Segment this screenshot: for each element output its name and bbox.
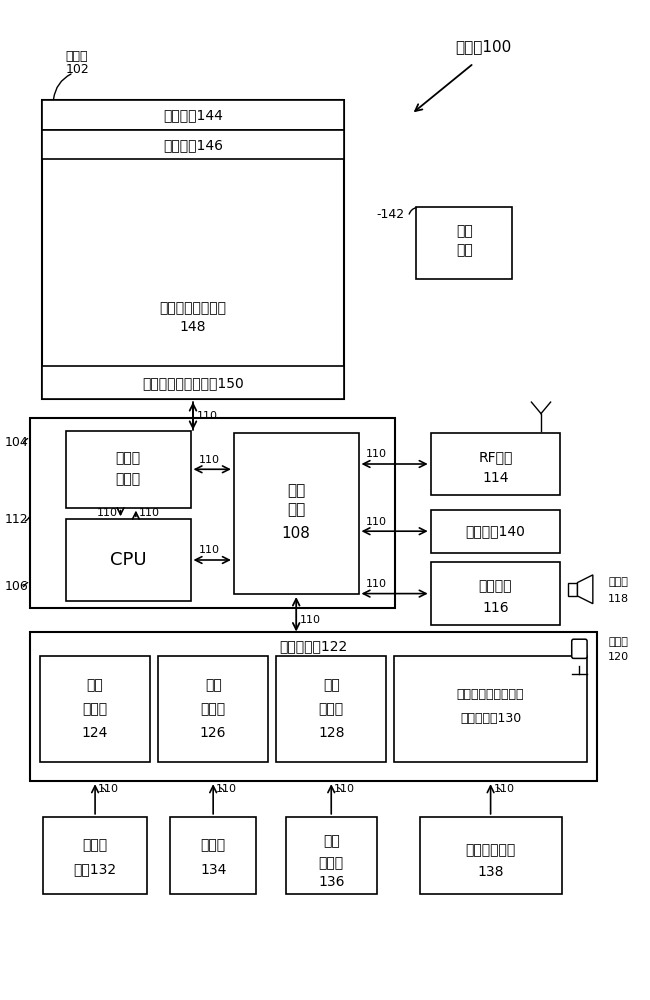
Text: 系统: 系统	[456, 243, 473, 257]
FancyBboxPatch shape	[572, 639, 587, 658]
Bar	[66, 519, 190, 601]
Text: 110: 110	[200, 455, 220, 465]
Bar	[416, 207, 512, 279]
Bar	[42, 130, 345, 159]
Text: 120: 120	[608, 652, 629, 662]
Text: 134: 134	[200, 863, 226, 877]
Text: 控制器: 控制器	[116, 472, 141, 486]
Bar	[394, 656, 587, 762]
Text: 触觉: 触觉	[323, 678, 339, 692]
Text: 外设: 外设	[287, 483, 306, 498]
Text: 存储器: 存储器	[66, 50, 88, 63]
Text: 108: 108	[281, 526, 311, 541]
Bar	[170, 817, 256, 894]
Bar	[40, 656, 150, 762]
Text: 控制器: 控制器	[318, 702, 344, 716]
Text: 110: 110	[216, 784, 237, 794]
Text: 110: 110	[365, 579, 386, 589]
Text: 114: 114	[482, 471, 509, 485]
Text: 128: 128	[318, 726, 344, 740]
Bar	[276, 656, 387, 762]
Text: 机器人100: 机器人100	[455, 39, 512, 54]
Text: 124: 124	[82, 726, 109, 740]
Text: 姿态传: 姿态传	[83, 839, 108, 853]
Bar	[42, 100, 345, 130]
Text: 接口: 接口	[287, 502, 306, 517]
Text: 112: 112	[5, 513, 29, 526]
Bar	[42, 366, 345, 399]
Text: 触觉: 触觉	[323, 834, 339, 848]
Text: 110: 110	[493, 784, 515, 794]
Bar	[158, 656, 268, 762]
Bar	[31, 632, 597, 781]
Bar	[44, 817, 147, 894]
Text: 存储器: 存储器	[116, 451, 141, 465]
Text: CPU: CPU	[110, 551, 146, 569]
Text: 148: 148	[180, 320, 206, 334]
Text: 126: 126	[200, 726, 226, 740]
Text: 音频电路: 音频电路	[478, 579, 512, 593]
Text: 110: 110	[197, 411, 218, 421]
Text: 感知子系统122: 感知子系统122	[280, 639, 348, 653]
Text: RF电路: RF电路	[478, 450, 513, 464]
Text: 138: 138	[477, 865, 504, 879]
Text: 传感器: 传感器	[318, 856, 344, 870]
Text: 106: 106	[5, 580, 29, 593]
Text: 102: 102	[66, 63, 90, 76]
Text: 一个或多个其他感知: 一个或多个其他感知	[457, 688, 525, 701]
Text: 装置控制器130: 装置控制器130	[460, 712, 521, 725]
Text: 110: 110	[365, 517, 386, 527]
Bar	[430, 510, 560, 553]
Bar	[285, 817, 377, 894]
Bar	[234, 433, 359, 594]
Text: 电源: 电源	[456, 224, 473, 238]
Text: 110: 110	[365, 449, 386, 459]
Bar	[419, 817, 562, 894]
Text: 感器132: 感器132	[73, 863, 116, 877]
Text: 116: 116	[482, 601, 509, 615]
Text: 摄像机: 摄像机	[201, 839, 226, 853]
Text: 视觉: 视觉	[205, 678, 222, 692]
Text: 姿态: 姿态	[86, 678, 103, 692]
Text: 136: 136	[318, 875, 344, 889]
Bar	[568, 583, 577, 596]
Text: 110: 110	[98, 784, 119, 794]
Text: 通信模块146: 通信模块146	[163, 138, 223, 152]
Polygon shape	[577, 575, 593, 604]
Bar	[31, 418, 395, 608]
Text: 扬声器: 扬声器	[608, 577, 628, 587]
Text: 控制器: 控制器	[201, 702, 226, 716]
Text: 104: 104	[5, 436, 29, 449]
Text: 麦克风: 麦克风	[608, 637, 628, 647]
Text: 110: 110	[97, 508, 118, 518]
Text: 118: 118	[608, 594, 629, 604]
Text: 交互行为控制装置: 交互行为控制装置	[159, 301, 226, 315]
Text: 一个或多个其他装置150: 一个或多个其他装置150	[142, 376, 244, 390]
Bar	[430, 562, 560, 625]
Bar	[66, 431, 190, 508]
Text: 110: 110	[334, 784, 355, 794]
Text: 操作系统144: 操作系统144	[163, 108, 223, 122]
Text: -142: -142	[376, 208, 405, 221]
Bar	[430, 433, 560, 495]
Text: 其他感知装置: 其他感知装置	[465, 843, 515, 857]
Text: 110: 110	[300, 615, 321, 625]
Text: 110: 110	[200, 545, 220, 555]
Text: 110: 110	[139, 508, 160, 518]
Bar	[42, 100, 345, 399]
Text: 外部接口140: 外部接口140	[465, 524, 525, 538]
Text: 控制器: 控制器	[83, 702, 108, 716]
